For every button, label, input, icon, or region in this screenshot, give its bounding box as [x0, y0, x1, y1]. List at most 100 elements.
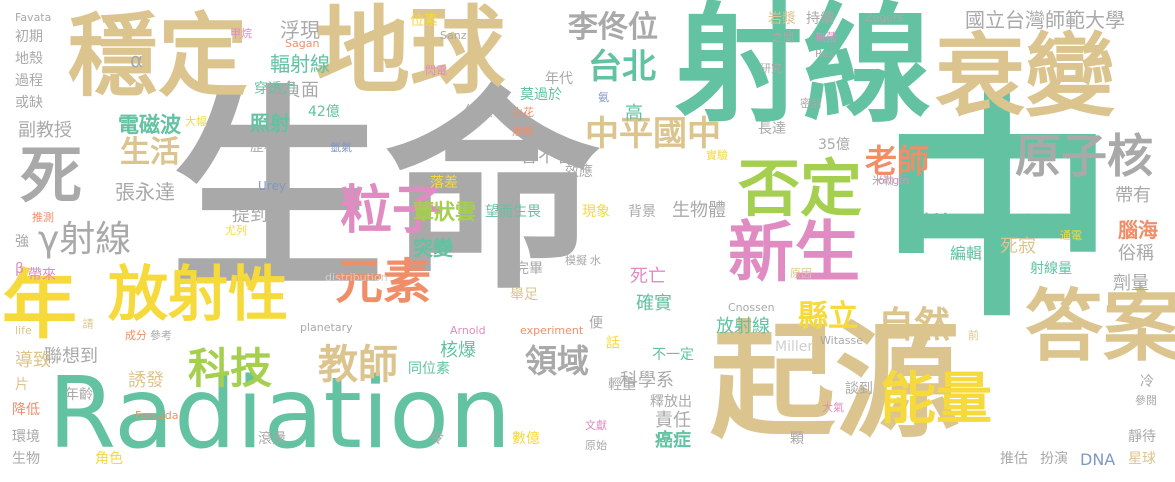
word: 死 — [20, 139, 83, 212]
word: 自然 — [878, 305, 951, 346]
word: 強 — [15, 234, 29, 250]
word: 扮演 — [1040, 451, 1068, 467]
word: 35億 — [818, 137, 850, 153]
word: 蕈狀雲 — [413, 200, 476, 224]
word: 負面 — [283, 80, 319, 101]
word: 降低 — [12, 402, 40, 418]
word: Arnold — [450, 324, 486, 337]
word: 誘發 — [128, 370, 164, 391]
word: 帶來 — [28, 267, 56, 283]
word: 電極 — [328, 127, 350, 140]
word: 釋放出 — [650, 394, 692, 410]
word: 位素 — [410, 13, 438, 29]
word: 輕重 — [608, 377, 636, 393]
word: α — [130, 48, 144, 72]
word: 滾燙 — [258, 431, 286, 447]
word: 提到 — [232, 205, 268, 226]
word: 甲烷 — [230, 27, 252, 40]
word: 核爆 — [440, 340, 476, 361]
word: 放射性 — [108, 260, 288, 330]
word: 背景 — [628, 204, 656, 220]
word: 射線 — [675, 0, 932, 140]
word: 李佟位 — [568, 10, 658, 45]
word: 水 — [590, 254, 601, 267]
word: 否定 — [738, 152, 863, 225]
word: 死亡 — [630, 266, 666, 287]
word: DNA — [1080, 450, 1116, 469]
word: 生物體 — [672, 200, 726, 221]
word: 俗稱 — [1118, 243, 1154, 264]
word: 片 — [15, 377, 29, 393]
word: 冷 — [1140, 374, 1154, 390]
word: 尤列 — [225, 224, 247, 237]
word: 初期 — [15, 29, 43, 45]
word: 參閱 — [1135, 394, 1157, 407]
word: 推測 — [32, 211, 54, 224]
word: Miller — [775, 339, 814, 355]
word: 縣立 — [798, 299, 858, 334]
word: 原子核 — [1015, 129, 1153, 183]
word: Radiation — [48, 357, 512, 471]
word: 生物 — [12, 451, 40, 467]
word: 或缺 — [15, 95, 43, 111]
word: 通電 — [1060, 229, 1082, 242]
word: 答案 — [1025, 282, 1175, 372]
word: 長達 — [758, 121, 786, 137]
word: 確實 — [636, 293, 672, 314]
word: 前 — [968, 329, 979, 342]
word: Sagan — [285, 37, 320, 50]
word: 年齡 — [65, 387, 93, 403]
word: Sanz — [440, 29, 467, 42]
word: 會不會 — [520, 146, 574, 167]
word: 編輯 — [950, 244, 983, 263]
word: 原始 — [585, 439, 607, 452]
word: 中 — [880, 76, 1115, 349]
word: distribution — [325, 271, 388, 284]
word: 能量 — [880, 367, 992, 432]
word: 話 — [604, 335, 620, 349]
word: origin — [878, 174, 910, 187]
word: 浮現 — [280, 18, 320, 42]
word: 副教授 — [18, 120, 72, 141]
word: life — [15, 324, 32, 337]
word: 國立台灣師範大學 — [965, 8, 1125, 32]
word: 星球 — [1128, 451, 1156, 467]
word: 穿透力 — [254, 81, 296, 97]
word: 中平國中 — [585, 114, 721, 154]
word: 射線量 — [1030, 261, 1072, 277]
word: 角色 — [95, 451, 123, 467]
word: 起源 — [710, 310, 960, 455]
word: 高 — [625, 103, 643, 124]
word: 請 — [81, 318, 94, 329]
word: 靜待 — [1128, 429, 1156, 445]
word: 岩漿 — [768, 11, 796, 27]
word: 完畢 — [515, 261, 543, 277]
word: 衰變 — [935, 24, 1115, 129]
word: Favata — [15, 11, 52, 24]
word: 電磁波 — [118, 113, 181, 137]
word: 大幅 — [185, 115, 207, 128]
word: 現象 — [582, 204, 610, 220]
word: 氫氣 — [330, 141, 352, 154]
word: β — [15, 261, 24, 277]
word: 教師 — [318, 342, 398, 388]
word: 42億 — [308, 104, 340, 120]
word: 張永達 — [115, 180, 175, 204]
word: 米勒 — [872, 174, 894, 187]
word: 演化 — [1018, 213, 1054, 234]
word: 火花 — [512, 106, 534, 119]
word: 研究 — [760, 62, 782, 75]
word: 模擬 — [565, 254, 587, 267]
word: 舉足 — [510, 287, 538, 303]
word: 推估 — [1000, 451, 1028, 467]
word: 放射線 — [716, 316, 770, 337]
word: Forcada — [135, 409, 179, 422]
word: experiment — [520, 324, 584, 337]
word: 穩定 — [68, 4, 248, 109]
word: 老師 — [865, 142, 930, 180]
word: 談到 — [845, 381, 873, 397]
word: 年代 — [545, 71, 573, 87]
word: 過程 — [15, 73, 43, 89]
word: 地殼 — [15, 51, 43, 67]
